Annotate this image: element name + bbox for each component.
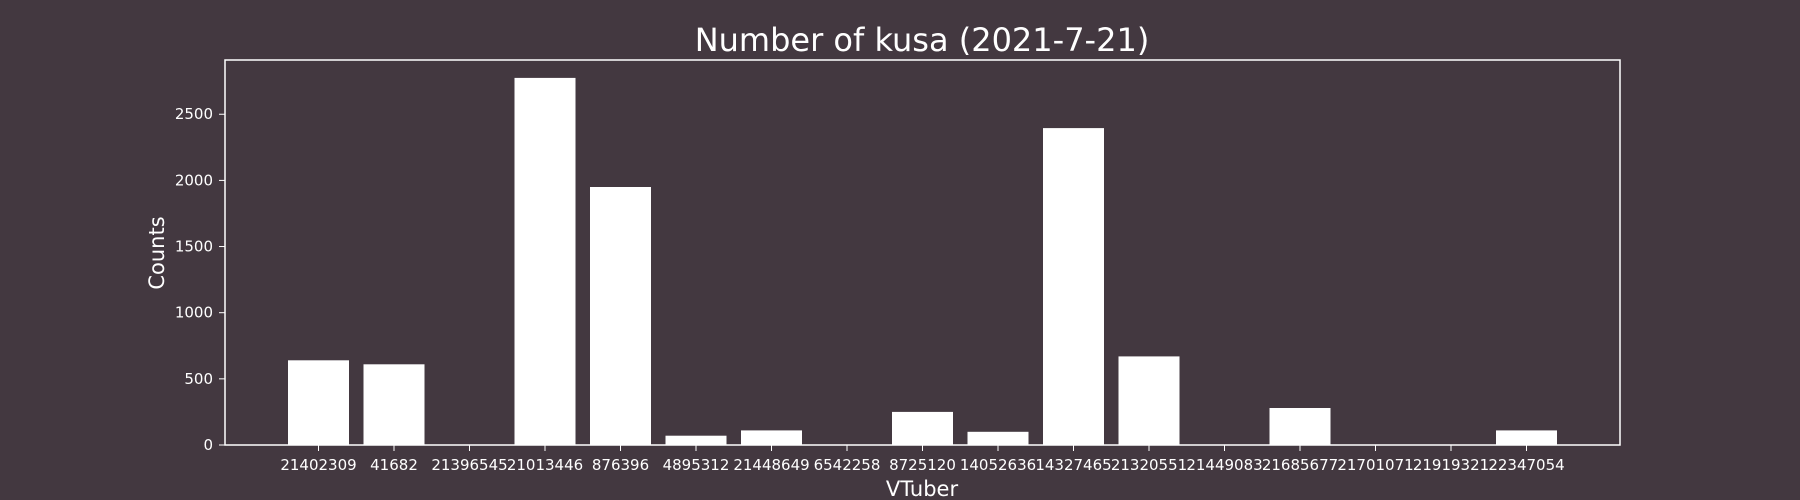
chart-title: Number of kusa (2021-7-21) [695,21,1150,59]
plot-area-frame [224,59,1621,446]
x-tick-label: 21919321 [1413,456,1489,474]
x-tick-label: 21701071 [1337,456,1413,474]
bar-21320551 [1118,356,1180,445]
bar-4895312 [665,435,727,445]
x-tick-label: 21013446 [507,456,583,474]
bar-21448649 [741,430,802,445]
x-tick-label: 41682 [370,456,418,474]
x-tick-label: 14327465 [1035,456,1111,474]
bar-22347054 [1496,430,1557,445]
bars [288,77,1557,446]
x-axis-label: VTuber [886,477,959,500]
y-tick-label: 1000 [175,304,213,322]
y-tick-label: 2000 [175,171,213,189]
x-tick-label: 21402309 [280,456,356,474]
x-tick-label: 8725120 [889,456,956,474]
y-axis-label: Counts [145,216,169,289]
y-axis: 0 500 1000 1500 2000 2500 [175,105,225,454]
x-tick-label: 21448649 [733,456,809,474]
bar-41682 [363,364,425,445]
bar-876396 [590,187,651,445]
x-tick-label: 21449083 [1186,456,1262,474]
bar-21013446 [514,77,576,446]
x-tick-label: 4895312 [663,456,730,474]
x-tick-label: 21320551 [1111,456,1187,474]
bar-14327465 [1043,128,1104,445]
y-tick-label: 0 [203,436,213,454]
x-tick-label: 22347054 [1488,456,1564,474]
x-tick-label: 876396 [592,456,649,474]
x-tick-label: 14052636 [960,456,1036,474]
x-tick-label: 6542258 [814,456,881,474]
x-tick-label: 21685677 [1262,456,1338,474]
bar-21402309 [288,360,349,445]
x-axis: 21402309 41682 21396545 21013446 876396 48953… [280,445,1565,474]
bar-14052636 [967,431,1029,445]
y-tick-label: 1500 [175,238,213,256]
x-tick-label: 21396545 [431,456,507,474]
y-tick-label: 500 [184,370,213,388]
bar-21685677 [1269,408,1331,445]
bar-8725120 [892,411,953,445]
y-tick-label: 2500 [175,105,213,123]
